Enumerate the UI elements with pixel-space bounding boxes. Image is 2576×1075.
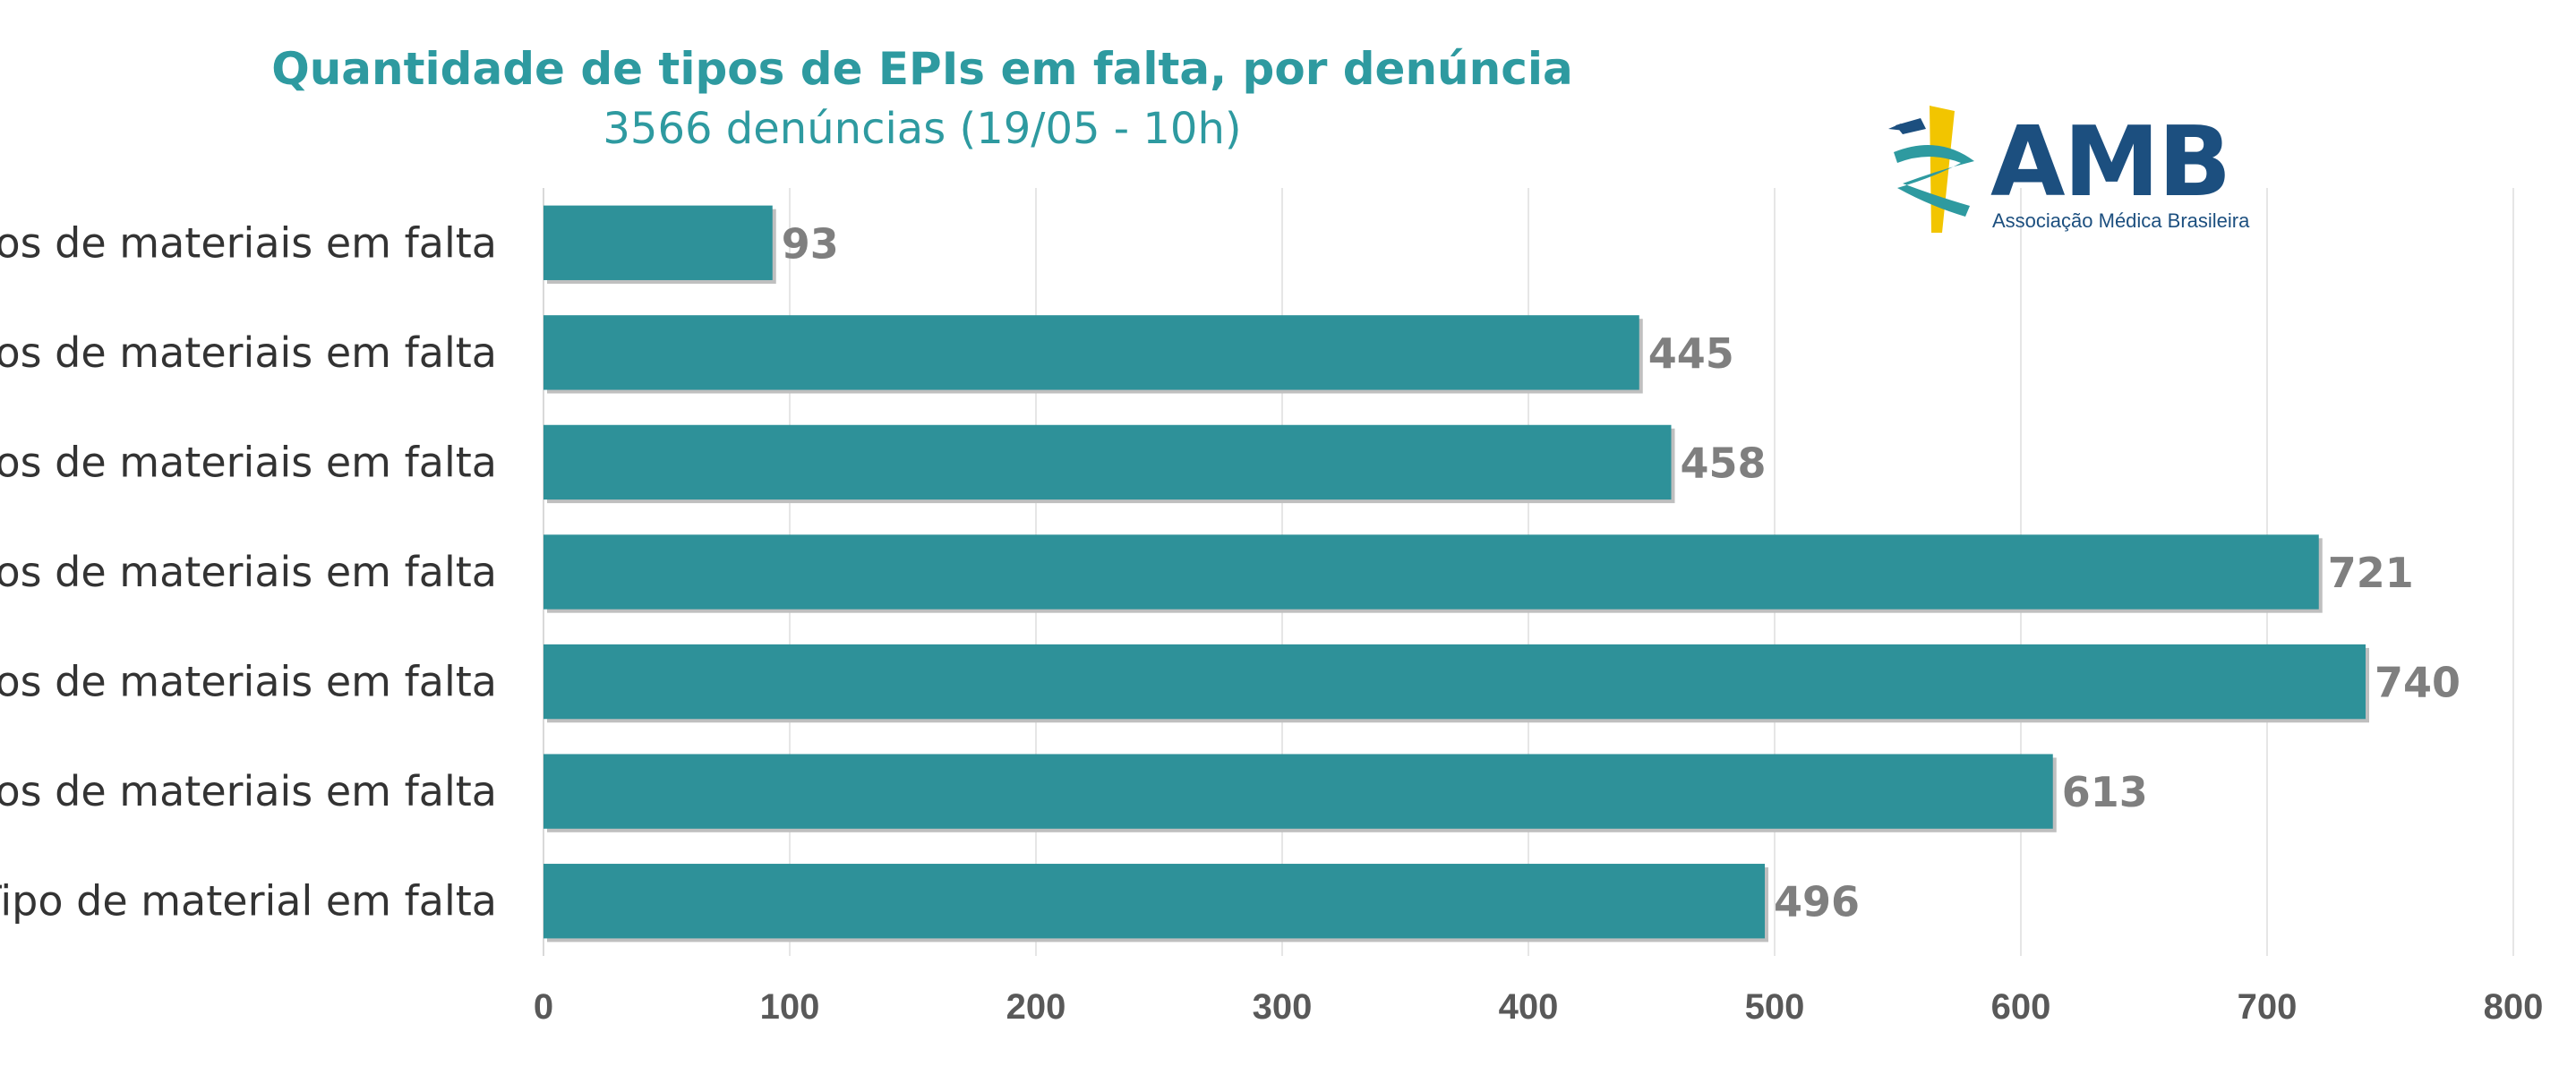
x-tick-label: 700 <box>2238 987 2298 1027</box>
labels: 0 100 200 300 400 500 600 700 800 7 Tipos de mate… <box>0 218 2543 1027</box>
logo-wordmark: AMB <box>1990 107 2231 218</box>
category-label: 3 Tipos de materiais em falta <box>0 658 497 706</box>
amb-logo: AMB Associação Médica Brasileira <box>1885 98 2261 260</box>
x-tick-label: 800 <box>2484 987 2544 1027</box>
bar <box>543 644 2366 720</box>
x-tick-label: 300 <box>1253 987 1313 1027</box>
x-tick-label: 0 <box>534 987 553 1027</box>
x-tick-label: 200 <box>1006 987 1066 1027</box>
chart-title: Quantidade de tipos de EPIs em falta, po… <box>271 43 1573 95</box>
category-label: 7 Tipos de materiais em falta <box>0 218 497 267</box>
logo-subtitle: Associação Médica Brasileira <box>1992 209 2250 232</box>
bars <box>543 205 2369 943</box>
bar <box>543 424 1672 500</box>
bar <box>543 315 1639 390</box>
bar <box>543 205 773 280</box>
x-tick-label: 400 <box>1499 987 1559 1027</box>
bar <box>543 754 2053 829</box>
data-label: 721 <box>2328 549 2414 597</box>
x-tick-label: 600 <box>1991 987 2051 1027</box>
x-tick-label: 100 <box>760 987 820 1027</box>
amb-emblem-icon <box>1888 106 1974 233</box>
data-label: 496 <box>1774 878 1860 926</box>
data-label: 93 <box>782 219 839 268</box>
data-label: 445 <box>1648 329 1734 378</box>
category-label: 4 Tipos de materiais em falta <box>0 548 497 596</box>
bar <box>543 534 2319 610</box>
x-tick-label: 500 <box>1745 987 1805 1027</box>
data-label: 613 <box>2062 768 2148 816</box>
bar <box>543 864 1765 939</box>
category-label: 6 Tipos de materiais em falta <box>0 328 497 377</box>
category-label: 5 Tipos de materiais em falta <box>0 438 497 486</box>
data-label: 740 <box>2375 659 2460 707</box>
category-label: 2 Tipos de materiais em falta <box>0 767 497 815</box>
category-label: 1 Tipo de material em falta <box>0 877 497 926</box>
data-label: 458 <box>1681 439 1767 487</box>
chart-subtitle: 3566 denúncias (19/05 - 10h) <box>603 104 1242 154</box>
